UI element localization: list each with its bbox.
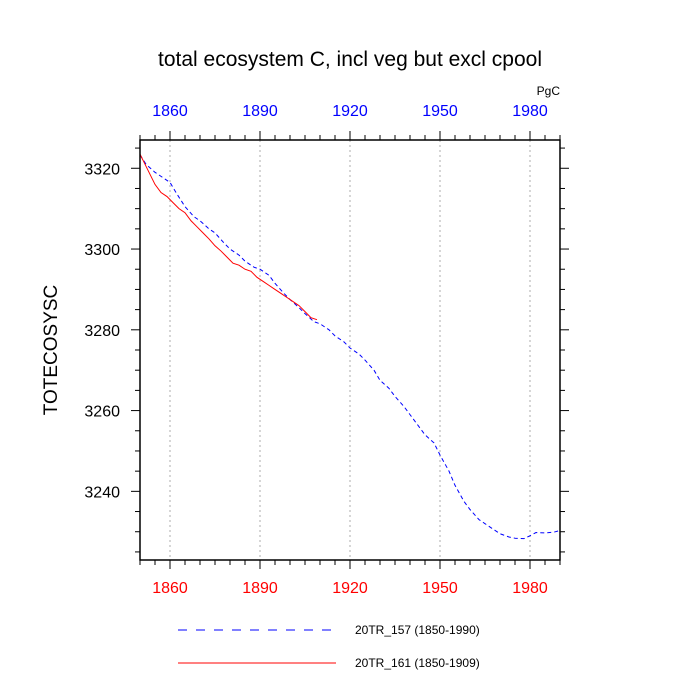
grid-lines	[169, 140, 531, 560]
legend: 20TR_157 (1850-1990) 20TR_161 (1850-1909)	[178, 623, 480, 670]
x-tick-label-top-1860: 1860	[152, 103, 188, 120]
series-line-2	[139, 153, 318, 321]
x-tick-label-bottom-1860: 1860	[152, 580, 188, 597]
legend-label-2: 20TR_161 (1850-1909)	[355, 656, 480, 670]
legend-label-1: 20TR_157 (1850-1990)	[355, 623, 480, 637]
y-tick-label-3240: 3240	[84, 484, 120, 501]
axes: 1860 1860 1890 1890 1920 1920 1950 1950 1980 1980…	[84, 103, 569, 597]
x-tick-label-bottom-1920: 1920	[332, 580, 368, 597]
x-tick-label-bottom-1950: 1950	[422, 580, 458, 597]
y-tick-label-3320: 3320	[84, 161, 120, 178]
series-line-1	[139, 154, 561, 540]
y-axis-label: TOTECOSYSC	[41, 285, 62, 416]
units-label: PgC	[537, 84, 561, 98]
x-tick-label-bottom-1890: 1890	[242, 580, 278, 597]
x-tick-label-top-1980: 1980	[512, 103, 548, 120]
x-tick-label-top-1950: 1950	[422, 103, 458, 120]
x-tick-label-top-1890: 1890	[242, 103, 278, 120]
chart-title: total ecosystem C, incl veg but excl cpo…	[158, 48, 542, 71]
y-tick-label-3280: 3280	[84, 323, 120, 340]
y-tick-label-3260: 3260	[84, 404, 120, 421]
x-tick-label-bottom-1980: 1980	[512, 580, 548, 597]
series-lines	[139, 153, 561, 540]
x-tick-label-top-1920: 1920	[332, 103, 368, 120]
y-tick-label-3300: 3300	[84, 242, 120, 259]
